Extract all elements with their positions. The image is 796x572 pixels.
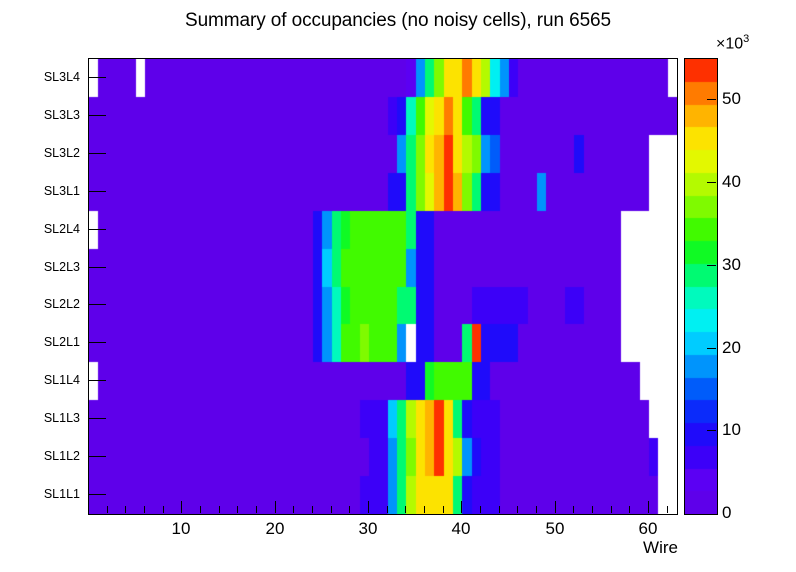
colorbar-exponent-power: 3 xyxy=(743,33,750,45)
x-axis-minor-tick xyxy=(331,506,332,513)
colorbar-tick-label: 40 xyxy=(722,172,741,191)
y-axis-tick xyxy=(88,418,106,419)
y-axis-tick xyxy=(88,304,106,305)
y-axis-tick xyxy=(88,115,106,116)
x-axis-minor-tick xyxy=(237,506,238,513)
x-axis-minor-tick xyxy=(349,506,350,513)
x-axis-major-tick xyxy=(275,501,276,513)
y-axis-tick xyxy=(88,77,106,78)
y-axis-tick-label: SL1L1 xyxy=(43,487,80,501)
colorbar[interactable] xyxy=(684,58,718,515)
x-axis-minor-tick xyxy=(611,506,612,513)
y-axis-tick xyxy=(88,229,106,230)
x-axis-minor-tick xyxy=(592,506,593,513)
colorbar-tick-label: 50 xyxy=(722,89,741,108)
y-axis-tick xyxy=(88,191,106,192)
x-axis-minor-tick xyxy=(629,506,630,513)
colorbar-canvas xyxy=(685,59,717,514)
y-axis-tick-label: SL2L1 xyxy=(43,335,80,349)
x-axis-minor-tick xyxy=(312,506,313,513)
colorbar-exponent-label: ×103 xyxy=(716,33,749,53)
x-axis-minor-tick xyxy=(293,506,294,513)
x-axis-tick-label: 40 xyxy=(451,519,471,538)
colorbar-tick xyxy=(707,348,716,349)
y-axis-tick-label: SL2L2 xyxy=(43,297,80,311)
x-axis-minor-tick xyxy=(219,506,220,513)
x-axis-major-tick xyxy=(181,501,182,513)
colorbar-tick-label: 10 xyxy=(722,420,741,439)
x-axis-tick-label: 60 xyxy=(638,519,658,538)
y-axis-tick xyxy=(88,342,106,343)
x-axis-minor-tick xyxy=(163,506,164,513)
x-axis-minor-tick xyxy=(517,506,518,513)
x-axis-major-tick xyxy=(368,501,369,513)
x-axis-minor-tick xyxy=(256,506,257,513)
y-axis-tick xyxy=(88,153,106,154)
y-axis-tick-label: SL1L2 xyxy=(43,449,80,463)
x-axis-minor-tick xyxy=(405,506,406,513)
y-axis-tick-label: SL3L1 xyxy=(43,184,80,198)
y-axis-tick-label: SL2L4 xyxy=(43,222,80,236)
colorbar-exponent-base: ×10 xyxy=(716,35,744,53)
x-axis-title: Wire xyxy=(643,538,678,557)
x-axis-minor-tick xyxy=(387,506,388,513)
x-axis-tick-label: 20 xyxy=(265,519,285,538)
y-axis-tick xyxy=(88,267,106,268)
x-axis-minor-tick xyxy=(125,506,126,513)
heatmap-plot-area[interactable] xyxy=(88,58,678,515)
y-axis-tick-label: SL1L3 xyxy=(43,411,80,425)
y-axis-tick-label: SL3L3 xyxy=(43,108,80,122)
x-axis-minor-tick xyxy=(200,506,201,513)
x-axis-minor-tick xyxy=(144,506,145,513)
heatmap-canvas[interactable] xyxy=(89,59,677,514)
x-axis-minor-tick xyxy=(107,506,108,513)
x-axis-minor-tick xyxy=(443,506,444,513)
colorbar-tick-label: 30 xyxy=(722,255,741,274)
x-axis-tick-label: 30 xyxy=(358,519,378,538)
y-axis-tick-label: SL1L4 xyxy=(43,373,80,387)
x-axis-major-tick xyxy=(648,501,649,513)
x-axis-minor-tick xyxy=(480,506,481,513)
x-axis-major-tick xyxy=(461,501,462,513)
y-axis-tick-label: SL3L4 xyxy=(43,70,80,84)
colorbar-tick xyxy=(707,99,716,100)
colorbar-tick xyxy=(707,182,716,183)
y-axis-tick xyxy=(88,380,106,381)
x-axis-minor-tick xyxy=(424,506,425,513)
x-axis-tick-label: 50 xyxy=(545,519,565,538)
y-axis-tick-label: SL2L3 xyxy=(43,260,80,274)
x-axis-minor-tick xyxy=(499,506,500,513)
colorbar-tick xyxy=(707,265,716,266)
x-axis-minor-tick xyxy=(667,506,668,513)
x-axis-major-tick xyxy=(555,501,556,513)
y-axis-tick xyxy=(88,494,106,495)
x-axis-minor-tick xyxy=(536,506,537,513)
colorbar-tick-label: 20 xyxy=(722,338,741,357)
page-title: Summary of occupancies (no noisy cells),… xyxy=(185,10,611,31)
colorbar-tick xyxy=(707,430,716,431)
x-axis-tick-label: 10 xyxy=(171,519,191,538)
y-axis-tick-label: SL3L2 xyxy=(43,146,80,160)
x-axis-minor-tick xyxy=(573,506,574,513)
y-axis-tick xyxy=(88,456,106,457)
colorbar-tick-label: 0 xyxy=(722,503,732,522)
